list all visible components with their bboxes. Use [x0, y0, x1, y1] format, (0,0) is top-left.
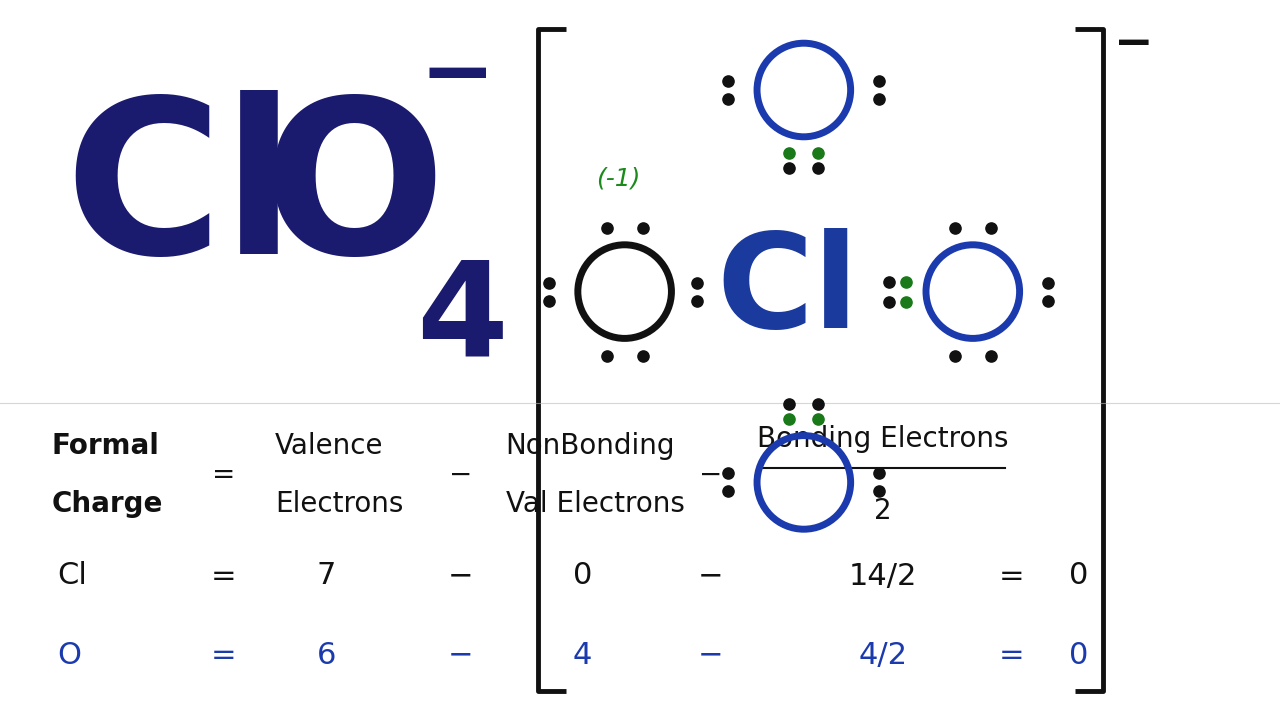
- Text: 4: 4: [416, 257, 508, 384]
- Point: [718, 93, 739, 104]
- Point: [1038, 295, 1059, 307]
- Point: [687, 276, 708, 288]
- Point: [896, 276, 916, 287]
- Point: [718, 485, 739, 497]
- Text: 7: 7: [316, 562, 337, 590]
- Text: =: =: [998, 562, 1024, 590]
- Point: [539, 276, 559, 288]
- Text: 4: 4: [572, 641, 593, 670]
- Text: Val Electrons: Val Electrons: [506, 490, 685, 518]
- Text: 14/2: 14/2: [849, 562, 918, 590]
- Text: =: =: [211, 562, 237, 590]
- Point: [808, 398, 828, 410]
- Point: [632, 222, 653, 233]
- Point: [869, 485, 890, 497]
- Text: 0: 0: [1069, 641, 1088, 670]
- Text: −: −: [448, 562, 474, 590]
- Point: [896, 296, 916, 307]
- Point: [945, 222, 965, 233]
- Text: Cl: Cl: [716, 228, 859, 355]
- Text: Valence: Valence: [275, 433, 384, 460]
- Text: Charge: Charge: [51, 490, 163, 518]
- Point: [780, 414, 800, 426]
- Text: Cl: Cl: [64, 90, 296, 299]
- Text: Cl: Cl: [58, 562, 87, 590]
- Point: [808, 163, 828, 174]
- Text: O: O: [58, 641, 82, 670]
- Point: [869, 93, 890, 104]
- Point: [980, 222, 1001, 233]
- Text: =: =: [998, 641, 1024, 670]
- Text: −: −: [698, 562, 723, 590]
- Text: Formal: Formal: [51, 433, 159, 460]
- Point: [596, 222, 617, 233]
- Point: [808, 414, 828, 426]
- Point: [780, 163, 800, 174]
- Text: −: −: [699, 462, 722, 489]
- Point: [808, 147, 828, 158]
- Text: −: −: [420, 32, 495, 120]
- Point: [945, 350, 965, 361]
- Point: [878, 296, 899, 307]
- Text: −: −: [1114, 22, 1153, 67]
- Point: [596, 350, 617, 361]
- Point: [539, 295, 559, 307]
- Point: [869, 75, 890, 86]
- Text: 4/2: 4/2: [859, 641, 908, 670]
- Text: −: −: [448, 641, 474, 670]
- Text: =: =: [211, 641, 237, 670]
- Text: NonBonding: NonBonding: [506, 433, 675, 460]
- Point: [878, 276, 899, 287]
- Text: 6: 6: [316, 641, 337, 670]
- Text: O: O: [262, 90, 445, 299]
- Text: 2: 2: [874, 498, 892, 525]
- Point: [980, 350, 1001, 361]
- Text: −: −: [449, 462, 472, 489]
- Point: [718, 468, 739, 480]
- Point: [687, 295, 708, 307]
- Text: =: =: [212, 462, 236, 489]
- Point: [632, 350, 653, 361]
- Text: Electrons: Electrons: [275, 490, 403, 518]
- Point: [869, 468, 890, 480]
- Text: Bonding Electrons: Bonding Electrons: [758, 426, 1009, 453]
- Text: (-1): (-1): [596, 167, 640, 191]
- Text: −: −: [698, 641, 723, 670]
- Point: [780, 147, 800, 158]
- Point: [780, 398, 800, 410]
- Text: 0: 0: [1069, 562, 1088, 590]
- Point: [1038, 276, 1059, 288]
- Text: 0: 0: [572, 562, 593, 590]
- Point: [718, 75, 739, 86]
